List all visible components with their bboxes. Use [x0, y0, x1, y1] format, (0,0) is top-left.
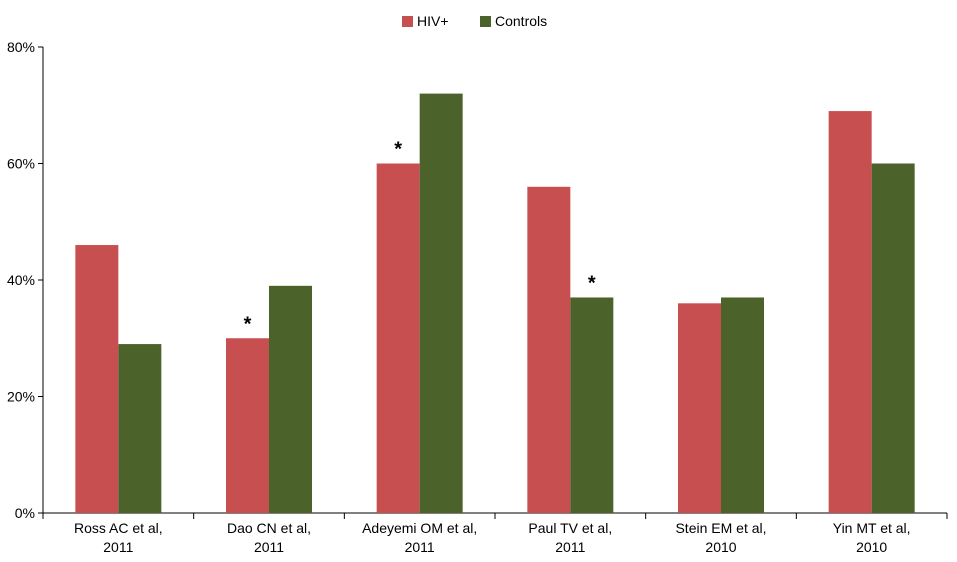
- y-tick-label: 20%: [7, 389, 35, 405]
- x-tick-label-line: 2011: [254, 539, 284, 555]
- x-tick-label-line: Paul TV et al,: [528, 520, 612, 536]
- x-tick-label-line: Adeyemi OM et al,: [362, 520, 477, 536]
- bar-controls: [419, 93, 463, 513]
- bar-hiv: [226, 338, 269, 513]
- significance-asterisk: *: [244, 313, 252, 335]
- legend-swatch-hiv: [402, 16, 413, 27]
- y-tick-label: 60%: [7, 156, 35, 172]
- bar-controls: [721, 297, 764, 513]
- bar-controls: [570, 297, 614, 513]
- legend-label-hiv: HIV+: [417, 13, 449, 29]
- x-tick-label-line: Ross AC et al,: [74, 520, 163, 536]
- x-tick-label-line: 2010: [856, 539, 887, 555]
- x-tick-label: Dao CN et al, 2011: [227, 520, 311, 555]
- y-tick-label: 0%: [15, 505, 35, 521]
- bar-hiv: [828, 111, 872, 513]
- legend-label-controls: Controls: [495, 13, 547, 29]
- x-tick-label: Yin MT et al, 2010: [833, 520, 911, 555]
- axes: 0% 20% 40% 60% 80%: [7, 39, 948, 521]
- x-tick-label-line: Dao CN et al,: [227, 520, 311, 536]
- bar-controls: [269, 285, 312, 513]
- x-tick-label: Stein EM et al, 2010: [675, 520, 766, 555]
- x-tick-label-line: 2010: [705, 539, 736, 555]
- bar-hiv: [376, 163, 420, 513]
- significance-asterisk: *: [588, 272, 596, 294]
- bars: [75, 93, 915, 514]
- bar-controls: [871, 163, 915, 513]
- bar-hiv: [527, 186, 571, 514]
- bar-hiv: [678, 303, 721, 513]
- x-tick-label-line: 2011: [555, 539, 585, 555]
- y-tick-label: 40%: [7, 272, 35, 288]
- legend: HIV+ Controls: [402, 13, 547, 29]
- x-tick-label: Ross AC et al, 2011: [74, 520, 163, 555]
- bar-hiv: [75, 245, 119, 514]
- bar-controls: [118, 344, 162, 513]
- legend-swatch-controls: [480, 16, 491, 27]
- x-tick-label: Adeyemi OM et al, 2011: [362, 520, 477, 555]
- x-tick-label: Paul TV et al, 2011: [528, 520, 612, 555]
- y-tick-label: 80%: [7, 39, 35, 55]
- x-tick-label-line: Yin MT et al,: [833, 520, 911, 536]
- x-tick-label-line: 2011: [405, 539, 435, 555]
- x-tick-label-line: Stein EM et al,: [675, 520, 766, 536]
- x-tick-label-line: 2011: [103, 539, 133, 555]
- significance-asterisk: *: [394, 139, 402, 161]
